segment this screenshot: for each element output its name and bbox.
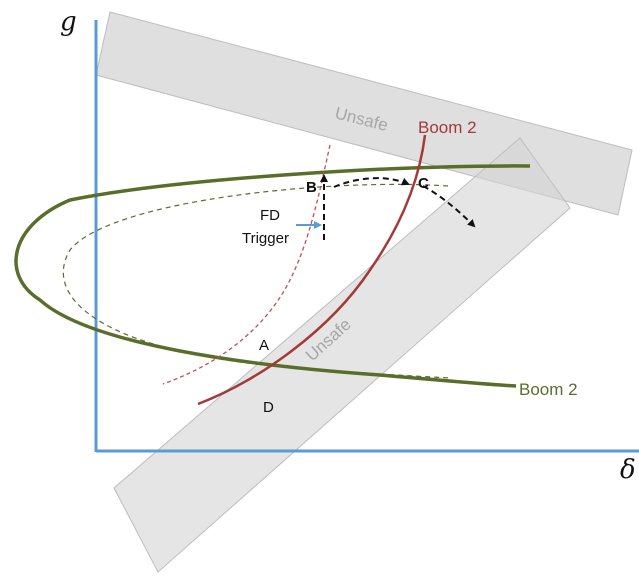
red-dashed-curve xyxy=(162,144,331,385)
trigger-label: Trigger xyxy=(242,230,289,247)
unsafe-band-diagonal xyxy=(113,137,571,573)
point-b-label: B xyxy=(306,179,317,196)
point-c-label: C xyxy=(418,175,429,192)
y-axis-label: g xyxy=(60,7,77,37)
fd-label: FD xyxy=(260,207,280,224)
boom2-red-curve xyxy=(197,134,427,406)
trajectory-c-onward-arrow xyxy=(422,185,476,228)
boom2-red-label: Boom 2 xyxy=(418,118,477,137)
x-axis-label: δ xyxy=(620,455,636,485)
boom2-green-curve xyxy=(14,164,531,388)
point-a-label: A xyxy=(259,337,269,354)
point-d-label: D xyxy=(263,399,274,416)
boom2-green-label: Boom 2 xyxy=(519,380,578,399)
